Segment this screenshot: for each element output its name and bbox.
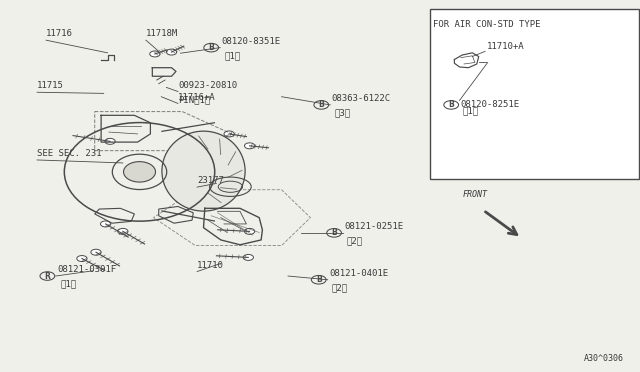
Text: 08120-8351E: 08120-8351E: [221, 37, 280, 46]
Ellipse shape: [162, 131, 245, 211]
Text: B: B: [209, 43, 214, 52]
Text: 08121-0301F: 08121-0301F: [58, 265, 116, 274]
Text: B: B: [319, 100, 324, 109]
Circle shape: [77, 256, 87, 262]
Text: A30^0306: A30^0306: [584, 354, 624, 363]
Circle shape: [244, 228, 255, 234]
Circle shape: [166, 49, 177, 55]
Text: 11710+A: 11710+A: [486, 42, 524, 51]
Text: 08120-8251E: 08120-8251E: [461, 100, 520, 109]
Text: 08121-0401E: 08121-0401E: [329, 269, 388, 278]
Circle shape: [244, 143, 255, 149]
Text: （1）: （1）: [224, 51, 240, 60]
Text: 11710: 11710: [197, 261, 224, 270]
Text: 11716: 11716: [46, 29, 73, 38]
Text: B: B: [449, 100, 454, 109]
Text: 00923-20810: 00923-20810: [178, 81, 237, 90]
Ellipse shape: [124, 161, 156, 182]
Text: （2）: （2）: [332, 283, 348, 292]
Text: （3）: （3）: [334, 109, 350, 118]
Text: 23177: 23177: [197, 176, 224, 185]
Text: FOR AIR CON-STD TYPE: FOR AIR CON-STD TYPE: [433, 20, 541, 29]
Text: PIN（1）: PIN（1）: [178, 95, 210, 104]
Text: （1）: （1）: [462, 106, 478, 115]
Text: FRONT: FRONT: [463, 190, 488, 199]
Text: 08363-6122C: 08363-6122C: [332, 94, 390, 103]
Text: SEE SEC. 231: SEE SEC. 231: [37, 149, 102, 158]
Text: 11715: 11715: [37, 81, 64, 90]
Circle shape: [483, 60, 493, 65]
Text: R: R: [44, 272, 51, 280]
Circle shape: [118, 228, 128, 234]
Circle shape: [243, 254, 253, 260]
Text: 08121-0251E: 08121-0251E: [344, 222, 403, 231]
Text: B: B: [332, 228, 337, 237]
Circle shape: [224, 131, 234, 137]
Bar: [430, 9, 639, 179]
Circle shape: [150, 51, 160, 57]
Text: 11716+A: 11716+A: [178, 93, 216, 102]
Text: （2）: （2）: [347, 237, 363, 246]
Circle shape: [91, 249, 101, 255]
Circle shape: [100, 221, 111, 227]
Text: 11718M: 11718M: [146, 29, 178, 38]
Circle shape: [105, 138, 115, 144]
Text: （1）: （1）: [60, 280, 76, 289]
Text: B: B: [316, 275, 321, 284]
